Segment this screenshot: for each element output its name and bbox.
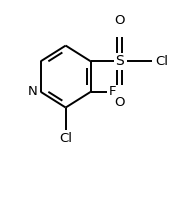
- Text: F: F: [109, 85, 117, 98]
- Text: O: O: [114, 14, 125, 27]
- Text: N: N: [28, 85, 38, 98]
- Text: Cl: Cl: [59, 132, 72, 145]
- Text: Cl: Cl: [155, 55, 168, 68]
- Text: S: S: [115, 54, 124, 68]
- Text: O: O: [114, 95, 125, 109]
